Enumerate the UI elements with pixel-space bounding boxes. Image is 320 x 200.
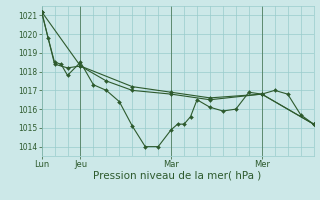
X-axis label: Pression niveau de la mer( hPa ): Pression niveau de la mer( hPa ) [93,171,262,181]
